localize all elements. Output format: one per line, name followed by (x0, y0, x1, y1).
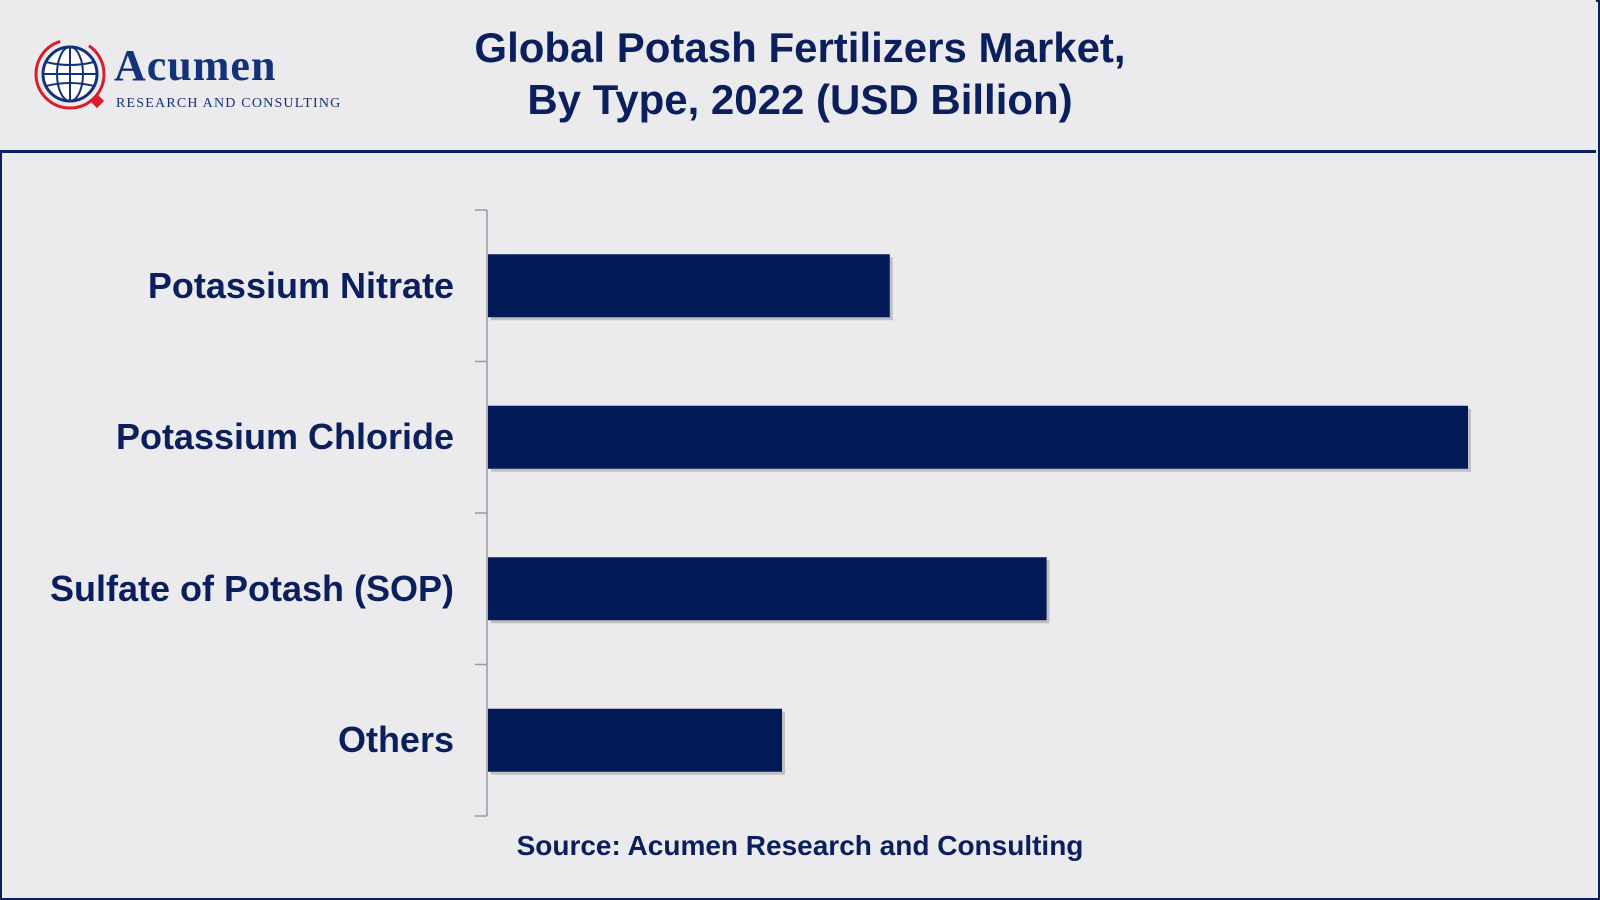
chart-title-line2: By Type, 2022 (USD Billion) (527, 76, 1073, 123)
chart-title-line1: Global Potash Fertilizers Market, (474, 24, 1126, 71)
bar-sulfate-of-potash-sop (488, 557, 1047, 621)
source-note: Source: Acumen Research and Consulting (516, 830, 1084, 861)
category-label: Potassium Chloride (115, 416, 454, 458)
bar-potassium-chloride (488, 405, 1468, 469)
acumen-logo: Acumen RESEARCH AND CONSULTING (32, 36, 372, 120)
category-label: Sulfate of Potash (SOP) (49, 567, 454, 609)
bar-others (488, 708, 782, 772)
logo-wordmark: Acumen (114, 41, 277, 90)
bar-potassium-nitrate (488, 254, 890, 318)
header: Acumen RESEARCH AND CONSULTING Global Po… (0, 0, 1596, 153)
chart-title: Global Potash Fertilizers Market, By Typ… (400, 22, 1200, 126)
globe-icon (34, 38, 106, 110)
category-label: Potassium Nitrate (147, 264, 454, 306)
logo-tagline: RESEARCH AND CONSULTING (116, 96, 342, 111)
category-label: Others (337, 719, 454, 761)
